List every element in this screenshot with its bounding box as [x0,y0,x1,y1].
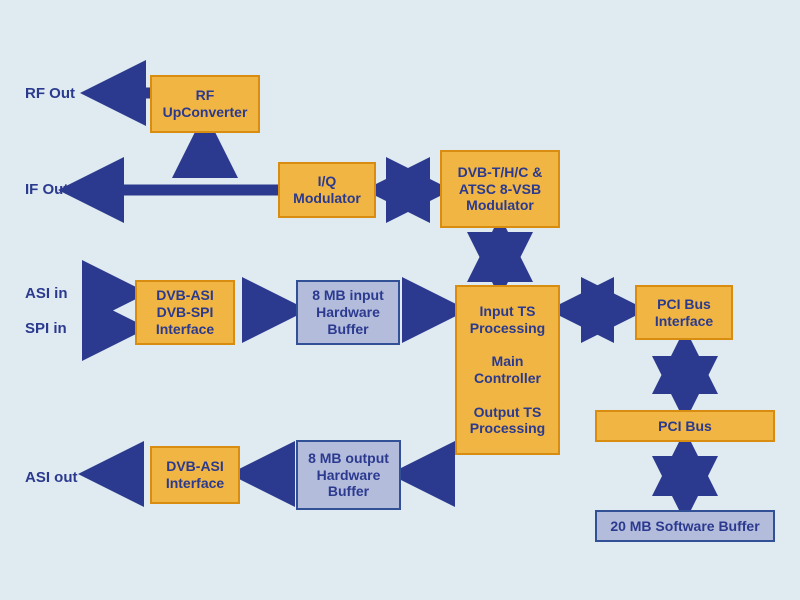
node-in_buf: 8 MB input Hardware Buffer [296,280,400,345]
node-rf_upconv: RF UpConverter [150,75,260,133]
node-dvb_mod: DVB-T/H/C & ATSC 8-VSB Modulator [440,150,560,228]
label-asi_out: ASI out [25,469,78,486]
node-sw_buf: 20 MB Software Buffer [595,510,775,542]
node-main_ctrl: Input TS Processing Main Controller Outp… [455,285,560,455]
node-out_buf: 8 MB output Hardware Buffer [296,440,401,510]
label-if_out: IF Out [25,181,68,198]
label-spi_in: SPI in [25,320,67,337]
node-pci_bus: PCI Bus [595,410,775,442]
node-pci_if: PCI Bus Interface [635,285,733,340]
node-iq_mod: I/Q Modulator [278,162,376,218]
node-dvb_asi_spi: DVB-ASI DVB-SPI Interface [135,280,235,345]
label-asi_in: ASI in [25,285,68,302]
node-dvb_asi_out: DVB-ASI Interface [150,446,240,504]
label-rf_out: RF Out [25,85,75,102]
